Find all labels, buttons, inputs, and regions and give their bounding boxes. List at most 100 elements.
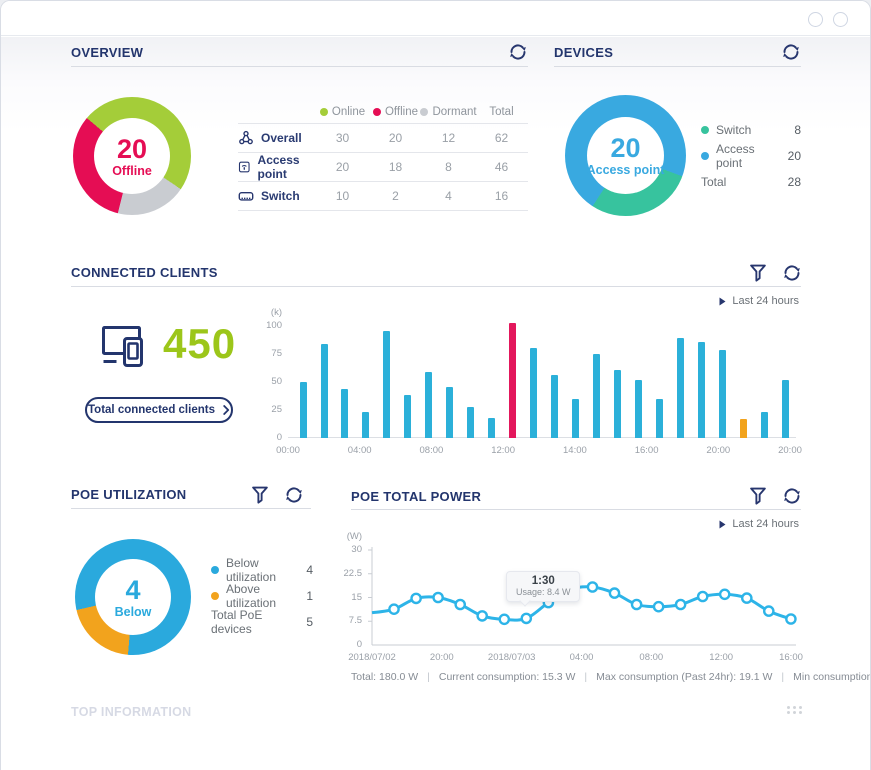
data-point-marker [520, 612, 533, 625]
clients-refresh-button[interactable] [782, 263, 802, 283]
overall-network-icon [239, 130, 253, 145]
below-dot-icon [211, 566, 219, 574]
poe-power-range-selector[interactable]: Last 24 hours [719, 518, 799, 530]
bar [551, 375, 558, 438]
poe-below-count: 4 [125, 574, 141, 605]
x-tick-label: 04:00 [347, 445, 372, 456]
poe-power-filter-button[interactable] [748, 486, 768, 506]
bar [425, 371, 433, 438]
column-header: Online [331, 105, 366, 118]
legend-value: 28 [787, 175, 801, 189]
legend-label: Total PoE devices [211, 608, 263, 636]
window-control-icon[interactable] [833, 12, 848, 27]
legend-item: Access point 20 [701, 142, 801, 170]
overview-refresh-button[interactable] [508, 42, 528, 62]
bar [320, 343, 328, 438]
data-point-marker [454, 598, 466, 611]
data-point-marker [762, 605, 775, 617]
row-label: Access point [257, 153, 300, 181]
poe-power-line-chart: 1:30 Usage: 8.4 W 0 7.5 15 22.5 30 (W) 2018/07… [344, 531, 807, 663]
bar [613, 369, 621, 438]
play-triangle-icon [719, 520, 726, 528]
clients-divider [71, 286, 801, 287]
bar [404, 395, 412, 438]
bar [509, 322, 517, 438]
x-tick-label: 08:00 [639, 652, 664, 663]
y-axis-unit: (W) [346, 531, 362, 542]
x-tick-label: 04:00 [569, 652, 594, 663]
play-triangle-icon [719, 297, 726, 305]
donut-hole [95, 559, 171, 635]
bar [676, 338, 684, 438]
devices-ap-label: Access point [586, 163, 665, 177]
more-options-icon[interactable] [787, 706, 803, 714]
overview-donut-center: 20 Offline [73, 97, 191, 215]
overview-divider [71, 66, 528, 67]
stat-current: Current consumption: 15.3 W [438, 671, 576, 683]
x-tick-label: 16:00 [779, 652, 803, 663]
ap-dormant-count: 8 [445, 160, 452, 174]
y-tick-label: 50 [271, 376, 282, 387]
bottom-fade-overlay [1, 685, 870, 770]
devices-donut-chart: 20 Access point [565, 95, 686, 216]
data-point-marker [718, 588, 731, 601]
data-point-marker [740, 592, 753, 604]
window-control-icon[interactable] [808, 12, 823, 27]
connected-devices-icon [101, 325, 155, 371]
donut-hole [94, 118, 170, 194]
devices-legend: Switch 8 Access point 20 Total 28 [701, 117, 801, 195]
clients-range-selector[interactable]: Last 24 hours [719, 295, 799, 307]
data-point-marker [652, 600, 665, 613]
access-point-icon [238, 161, 250, 173]
bar [655, 398, 663, 438]
range-label: Last 24 hours [732, 295, 799, 307]
devices-donut-center: 20 Access point [565, 95, 686, 216]
poe-legend: Below utilization 4 Above utilization 1 … [211, 556, 313, 636]
ap-offline-count: 18 [388, 160, 403, 174]
x-tick-label: 2018/07/03 [487, 652, 536, 663]
total-clients-count: 450 [163, 320, 237, 367]
tooltip-usage: Usage: 8.4 W [516, 587, 571, 598]
bar [697, 341, 705, 438]
poe-power-divider [351, 509, 801, 510]
poe-util-refresh-button[interactable] [284, 485, 304, 505]
data-point-marker [586, 581, 599, 593]
total-connected-clients-button[interactable]: Total connected clients [85, 397, 233, 423]
devices-ap-count: 20 [610, 133, 641, 163]
switch-dormant-count: 4 [445, 189, 452, 203]
y-tick-label: 7.5 [348, 615, 362, 627]
data-point-marker [388, 603, 400, 615]
overall-offline-count: 20 [388, 131, 403, 145]
bar [739, 419, 747, 438]
bar [571, 398, 579, 438]
overview-offline-count: 20 [116, 133, 148, 164]
devices-refresh-button[interactable] [781, 42, 801, 62]
bar [760, 412, 768, 438]
top-information-title: TOP INFORMATION [71, 705, 192, 719]
bar [446, 386, 454, 438]
filter-icon [750, 264, 766, 282]
legend-label: Total [701, 175, 727, 189]
data-point-marker [432, 591, 444, 604]
bar [362, 412, 370, 438]
switch-icon [238, 191, 254, 201]
clients-filter-button[interactable] [748, 263, 768, 283]
data-point-marker [630, 598, 643, 611]
poe-power-refresh-button[interactable] [782, 486, 802, 506]
x-tick-label: 20:00 [706, 445, 731, 456]
x-tick-label: 20:00 [778, 445, 802, 456]
poe-power-stats: Total: 180.0 W | Current consumption: 15.… [351, 671, 870, 683]
data-point-marker [608, 587, 621, 599]
data-point-marker [696, 590, 709, 603]
ap-total-count: 46 [494, 160, 509, 174]
offline-dot-icon [372, 107, 381, 116]
table-header-row: Online Offline Dormant Total [238, 100, 528, 124]
legend-value: 20 [787, 149, 801, 163]
stat-total: Total: 180.0 W [351, 671, 419, 683]
legend-item: Total PoE devices 5 [211, 608, 313, 636]
x-tick-label: 20:00 [429, 652, 454, 663]
poe-util-divider [71, 508, 311, 509]
bar [530, 348, 537, 438]
poe-util-filter-button[interactable] [250, 485, 270, 505]
poe-below-label: Below [114, 604, 152, 619]
